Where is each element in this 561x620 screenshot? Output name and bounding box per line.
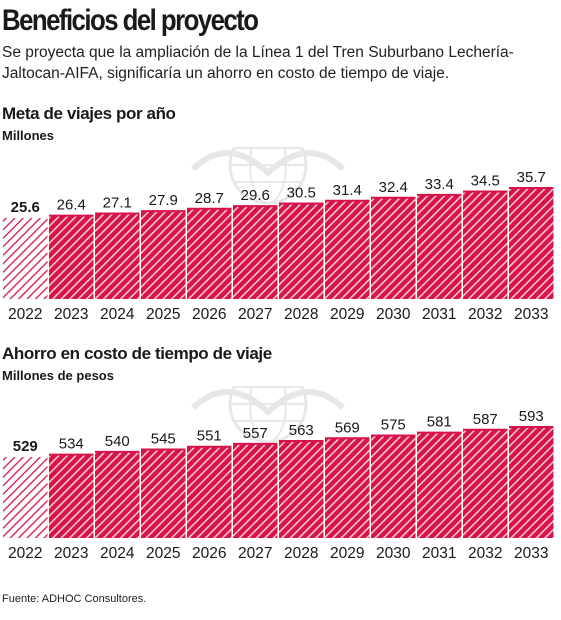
value-label: 534 [59,436,84,453]
value-label: 529 [13,438,38,455]
source-note: Fuente: ADHOC Consultores. [2,593,147,605]
value-label: 575 [381,416,406,433]
value-label: 540 [105,433,130,450]
value-label: 563 [289,422,314,439]
bar-2033 [509,188,554,299]
bar-2033 [509,427,554,538]
x-tick-label: 2033 [514,306,548,323]
bar-2024 [95,213,140,299]
x-tick-label: 2027 [238,306,272,323]
bar-2031 [417,194,462,299]
value-label: 545 [151,431,176,448]
x-tick-label: 2024 [100,306,135,323]
trips-chart: 25.6 2022 26.4 2023 27.1 2024 27.9 2025 28.7 2026… [0,147,561,329]
x-tick-label: 2027 [238,545,272,562]
x-tick-label: 2026 [192,306,226,323]
value-label: 581 [427,414,452,431]
bar-2032 [463,191,508,299]
chart1-title: Meta de viajes por año [2,104,176,123]
bar-2030 [371,197,416,299]
bar-2024 [95,451,140,538]
bar-2028 [279,441,324,538]
value-label: 32.4 [379,179,408,196]
value-label: 31.4 [333,182,362,199]
bar-2026 [187,446,232,538]
x-tick-label: 2025 [146,306,180,323]
value-label: 27.1 [103,195,132,212]
value-label: 551 [197,428,222,445]
value-label: 33.4 [425,176,454,193]
chart2-unit: Millones de pesos [2,368,114,383]
x-tick-label: 2032 [468,306,502,323]
x-tick-label: 2025 [146,545,180,562]
bar-2023 [49,454,94,538]
x-tick-label: 2023 [54,545,88,562]
value-label: 27.9 [149,192,178,209]
bar-2031 [417,432,462,539]
watermark-logo [190,147,346,205]
x-tick-label: 2026 [192,545,226,562]
x-tick-label: 2030 [376,306,411,323]
x-tick-label: 2028 [284,306,318,323]
intro-text: Se proyecta que la ampliación de la Líne… [2,44,514,82]
bar-2030 [371,435,416,538]
savings-chart: 529 2022 534 2023 540 2024 545 2025 551 2026 557 20… [0,386,561,568]
bar-2029 [325,438,370,538]
value-label: 30.5 [287,184,316,201]
bar-2023 [49,215,94,299]
x-tick-label: 2032 [468,545,502,562]
x-tick-label: 2024 [100,545,135,562]
x-tick-label: 2022 [8,306,42,323]
value-label: 25.6 [11,199,40,216]
value-label: 557 [243,425,268,442]
chart1-unit: Millones [2,128,55,143]
value-label: 35.7 [517,169,546,186]
x-tick-label: 2031 [422,306,456,323]
value-label: 28.7 [195,190,224,207]
x-tick-label: 2033 [514,545,548,562]
page-title: Beneficios del proyecto [2,4,259,37]
x-tick-label: 2023 [54,306,88,323]
bar-2025 [141,449,186,538]
bar-2027 [233,206,278,299]
bar-2029 [325,200,370,299]
value-label: 569 [335,419,360,436]
bar-2027 [233,443,278,539]
value-label: 34.5 [471,173,500,190]
x-tick-label: 2030 [376,545,411,562]
bar-2025 [141,211,186,299]
bar-2028 [279,203,324,299]
value-label: 587 [473,411,498,428]
value-label: 593 [519,408,544,425]
value-label: 29.6 [241,187,270,204]
watermark-logo [190,386,346,444]
x-tick-label: 2031 [422,545,456,562]
chart2-title: Ahorro en costo de tiempo de viaje [2,344,272,363]
value-label: 26.4 [57,197,86,214]
bar-2032 [463,429,508,538]
x-tick-label: 2028 [284,545,318,562]
x-tick-label: 2022 [8,545,42,562]
x-tick-label: 2029 [330,545,364,562]
bar-2026 [187,208,232,299]
x-tick-label: 2029 [330,306,364,323]
bar-2022 [3,218,48,299]
bar-2022 [3,457,48,538]
